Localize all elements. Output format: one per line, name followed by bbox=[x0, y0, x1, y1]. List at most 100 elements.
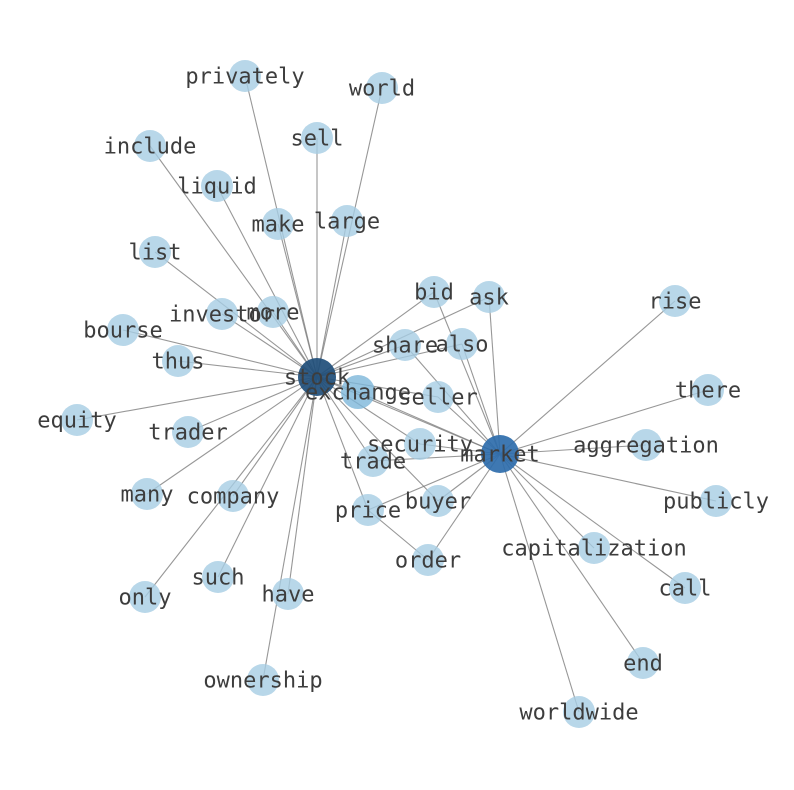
node-label-end: end bbox=[623, 652, 663, 677]
node-buyer bbox=[422, 485, 454, 517]
node-have bbox=[272, 578, 304, 610]
node-world bbox=[366, 72, 398, 104]
node-label-list: list bbox=[129, 241, 182, 266]
node-label-include: include bbox=[104, 135, 197, 160]
node-more bbox=[257, 296, 289, 328]
node-only bbox=[129, 581, 161, 613]
node-label-capitalization: capitalization bbox=[501, 537, 686, 562]
node-label-privately: privately bbox=[185, 65, 304, 90]
node-label-call: call bbox=[659, 577, 712, 602]
edge-stock-trader bbox=[187, 376, 318, 433]
node-large bbox=[331, 205, 363, 237]
node-bid bbox=[418, 276, 450, 308]
node-liquid bbox=[201, 170, 233, 202]
node-such bbox=[202, 561, 234, 593]
node-end bbox=[627, 647, 659, 679]
edge-stock-thus bbox=[177, 360, 318, 378]
edge-market-call bbox=[499, 453, 686, 589]
node-label-only: only bbox=[119, 586, 172, 611]
node-exchange bbox=[341, 375, 375, 409]
node-label-world: world bbox=[349, 77, 415, 102]
node-call bbox=[669, 572, 701, 604]
edge-market-price bbox=[367, 453, 501, 511]
edge-market-bid bbox=[433, 291, 501, 455]
node-label-such: such bbox=[192, 566, 245, 591]
node-order bbox=[412, 544, 444, 576]
node-label-have: have bbox=[262, 583, 315, 608]
label-layer: privately world include sell liquid make large… bbox=[37, 65, 769, 726]
node-aggregation bbox=[630, 429, 662, 461]
edge-stock-have bbox=[287, 376, 318, 595]
node-share bbox=[389, 329, 421, 361]
node-stock bbox=[298, 358, 336, 396]
edge-stock-many bbox=[146, 376, 318, 495]
edge-market-trade bbox=[372, 453, 501, 462]
edge-stock-ownership bbox=[262, 376, 318, 681]
node-label-security: security bbox=[367, 433, 473, 458]
edge-market-capitalization bbox=[499, 453, 595, 549]
node-there bbox=[692, 374, 724, 406]
edge-stock-seller bbox=[316, 376, 439, 398]
node-price bbox=[352, 494, 384, 526]
node-ask bbox=[473, 281, 505, 313]
edge-market-rise bbox=[499, 300, 676, 455]
edge-stock-security bbox=[316, 376, 421, 445]
node-label-there: there bbox=[675, 379, 741, 404]
node-label-company: company bbox=[187, 485, 280, 510]
node-include bbox=[134, 130, 166, 162]
edge-stock-large bbox=[316, 220, 348, 378]
edge-market-end bbox=[499, 453, 644, 664]
node-label-price: price bbox=[335, 499, 401, 524]
node-company bbox=[217, 480, 249, 512]
node-label-also: also bbox=[436, 333, 489, 358]
node-label-more: more bbox=[247, 301, 300, 326]
edge-market-aggregation bbox=[499, 444, 647, 455]
node-bourse bbox=[107, 314, 139, 346]
node-label-many: many bbox=[121, 483, 174, 508]
edge-stock-buyer bbox=[316, 376, 439, 502]
node-market bbox=[481, 435, 519, 473]
node-label-seller: seller bbox=[398, 386, 477, 411]
edge-stock-price bbox=[316, 376, 369, 511]
node-label-publicly: publicly bbox=[663, 490, 769, 515]
node-label-sell: sell bbox=[291, 127, 344, 152]
node-label-exchange: exchange bbox=[305, 381, 411, 406]
edge-market-ask bbox=[488, 296, 501, 455]
node-make bbox=[262, 208, 294, 240]
edge-stock-equity bbox=[76, 376, 318, 421]
node-label-thus: thus bbox=[152, 350, 205, 375]
node-label-market: market bbox=[460, 443, 539, 468]
edge-stock-company bbox=[232, 376, 318, 497]
node-label-worldwide: worldwide bbox=[519, 701, 638, 726]
node-label-order: order bbox=[395, 549, 461, 574]
edge-stock-liquid bbox=[216, 185, 318, 378]
node-label-ownership: ownership bbox=[203, 669, 322, 694]
node-ownership bbox=[247, 664, 279, 696]
node-capitalization bbox=[578, 532, 610, 564]
edge-market-there bbox=[499, 389, 709, 455]
node-investor bbox=[206, 298, 238, 330]
node-label-buyer: buyer bbox=[405, 490, 471, 515]
edge-stock-such bbox=[217, 376, 318, 578]
node-worldwide bbox=[563, 696, 595, 728]
node-security bbox=[404, 428, 436, 460]
edge-market-worldwide bbox=[499, 453, 580, 713]
edge-market-also bbox=[461, 343, 501, 455]
node-equity bbox=[61, 404, 93, 436]
edge-stock-make bbox=[277, 223, 318, 378]
node-label-bid: bid bbox=[414, 281, 454, 306]
node-layer bbox=[61, 60, 732, 728]
edge-stock-bourse bbox=[122, 329, 318, 378]
node-sell bbox=[301, 122, 333, 154]
node-label-equity: equity bbox=[37, 409, 116, 434]
node-label-large: large bbox=[314, 210, 380, 235]
node-label-trader: trader bbox=[148, 421, 227, 446]
node-trade bbox=[357, 445, 389, 477]
node-label-share: share bbox=[372, 334, 438, 359]
node-rise bbox=[659, 285, 691, 317]
edge-market-exchange bbox=[357, 391, 501, 455]
edge-market-order bbox=[427, 453, 501, 561]
edge-stock-also bbox=[316, 343, 463, 378]
